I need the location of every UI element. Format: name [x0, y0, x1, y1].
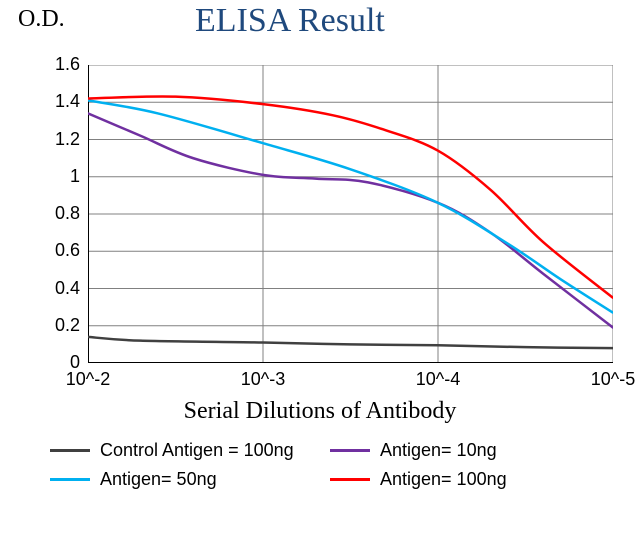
- y-tick-label: 0.2: [40, 315, 80, 336]
- chart-title: ELISA Result: [195, 2, 385, 40]
- x-tick-label: 10^-3: [223, 369, 303, 390]
- legend-label: Control Antigen = 100ng: [100, 440, 294, 461]
- y-axis-label: O.D.: [18, 6, 65, 33]
- legend-swatch: [330, 478, 370, 481]
- series-line: [88, 100, 613, 312]
- legend-label: Antigen= 50ng: [100, 469, 217, 490]
- x-tick-label: 10^-5: [573, 369, 640, 390]
- y-tick-label: 0.6: [40, 240, 80, 261]
- plot-svg: [88, 65, 613, 363]
- y-tick-label: 1: [40, 166, 80, 187]
- legend-label: Antigen= 10ng: [380, 440, 497, 461]
- series-line: [88, 337, 613, 348]
- series-line: [88, 113, 613, 327]
- legend-item: Antigen= 100ng: [330, 469, 590, 490]
- plot-area: [88, 65, 613, 363]
- legend-label: Antigen= 100ng: [380, 469, 507, 490]
- x-tick-label: 10^-2: [48, 369, 128, 390]
- legend-swatch: [50, 478, 90, 481]
- y-tick-label: 1.6: [40, 54, 80, 75]
- y-tick-label: 0.8: [40, 203, 80, 224]
- elisa-chart: O.D. ELISA Result 00.20.40.60.811.21.41.…: [0, 0, 640, 534]
- legend: Control Antigen = 100ng Antigen= 10ng Anti…: [50, 440, 610, 498]
- legend-item: Control Antigen = 100ng: [50, 440, 310, 461]
- legend-swatch: [50, 449, 90, 452]
- x-tick-label: 10^-4: [398, 369, 478, 390]
- legend-swatch: [330, 449, 370, 452]
- y-tick-label: 1.4: [40, 91, 80, 112]
- legend-item: Antigen= 10ng: [330, 440, 590, 461]
- legend-item: Antigen= 50ng: [50, 469, 310, 490]
- y-tick-label: 0.4: [40, 278, 80, 299]
- x-axis-label: Serial Dilutions of Antibody: [0, 398, 640, 425]
- y-tick-label: 1.2: [40, 129, 80, 150]
